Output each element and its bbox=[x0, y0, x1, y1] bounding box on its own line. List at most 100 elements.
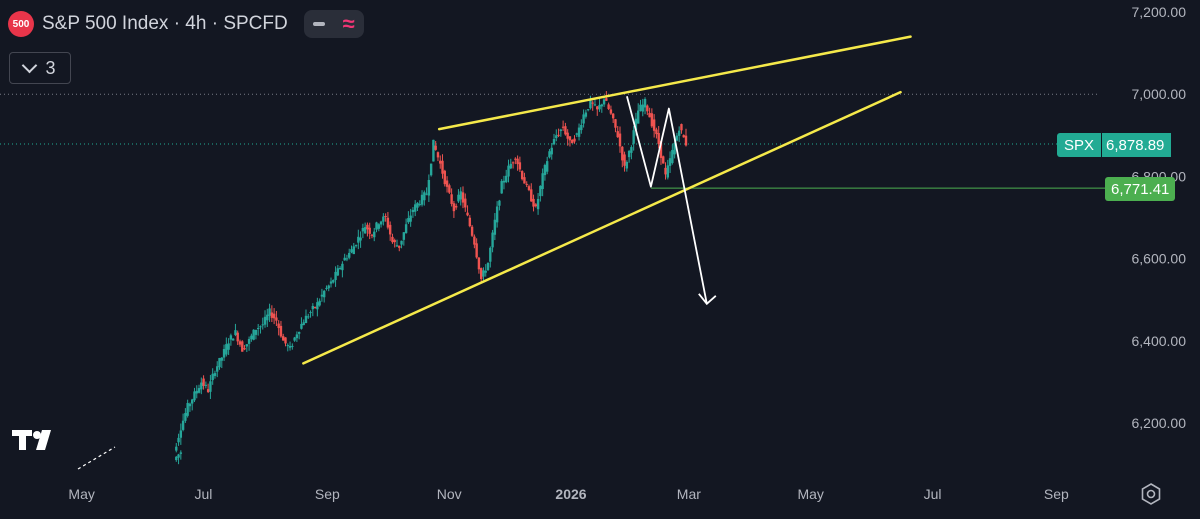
candle bbox=[222, 344, 226, 362]
candle bbox=[434, 141, 437, 151]
tradingview-logo-icon[interactable] bbox=[12, 428, 60, 457]
series-controls: ≈ bbox=[303, 10, 364, 38]
chart-header: 500 S&P 500 Index · 4h · SPCFD ≈ bbox=[8, 8, 364, 40]
candle bbox=[505, 169, 508, 184]
candle bbox=[425, 187, 428, 196]
candle bbox=[247, 336, 251, 351]
candle bbox=[302, 319, 305, 326]
candle bbox=[313, 306, 317, 309]
candle bbox=[259, 325, 262, 334]
candle bbox=[586, 108, 590, 112]
candle bbox=[238, 339, 242, 347]
candle bbox=[270, 305, 274, 323]
candle bbox=[466, 205, 469, 217]
candle bbox=[534, 203, 538, 208]
candle bbox=[500, 179, 503, 194]
candle bbox=[234, 323, 237, 337]
wave-icon[interactable]: ≈ bbox=[342, 11, 355, 36]
candle bbox=[666, 159, 669, 180]
candle bbox=[655, 127, 658, 139]
candle bbox=[514, 157, 517, 165]
candle bbox=[229, 333, 233, 346]
candle bbox=[664, 162, 667, 180]
candle bbox=[677, 126, 681, 142]
candle bbox=[416, 202, 419, 211]
candle bbox=[621, 146, 624, 168]
x-tick-label: Mar bbox=[677, 486, 701, 502]
candle bbox=[329, 277, 333, 288]
candle bbox=[545, 156, 549, 175]
candle bbox=[630, 145, 633, 160]
candle bbox=[509, 158, 512, 170]
candle bbox=[489, 246, 492, 268]
candle bbox=[181, 413, 185, 432]
candle bbox=[600, 103, 604, 113]
candle bbox=[523, 172, 526, 184]
candle bbox=[457, 189, 460, 203]
x-tick-label: Nov bbox=[437, 486, 462, 502]
candle bbox=[211, 368, 214, 385]
candle bbox=[575, 132, 578, 138]
candle bbox=[186, 399, 189, 418]
candle bbox=[256, 324, 260, 336]
candle bbox=[284, 337, 287, 347]
candle bbox=[357, 229, 360, 250]
candle bbox=[316, 297, 319, 317]
candle bbox=[311, 303, 315, 317]
candle bbox=[345, 254, 349, 262]
candle bbox=[657, 125, 660, 149]
candle bbox=[361, 223, 365, 239]
candle bbox=[518, 156, 522, 173]
candle bbox=[611, 113, 615, 124]
indicators-collapse-button[interactable]: 3 bbox=[9, 52, 71, 84]
candle bbox=[568, 136, 572, 147]
candle bbox=[609, 105, 613, 115]
candle bbox=[325, 285, 328, 291]
candle bbox=[391, 233, 394, 244]
x-tick-label: Sep bbox=[1044, 486, 1069, 502]
last-price-value: 6,878.89 bbox=[1101, 133, 1172, 157]
settings-gear-icon[interactable] bbox=[1138, 481, 1164, 507]
minus-icon[interactable] bbox=[304, 10, 334, 38]
candle bbox=[343, 253, 346, 261]
candle bbox=[527, 184, 531, 192]
candle bbox=[477, 256, 481, 274]
candle bbox=[429, 163, 433, 177]
candle bbox=[671, 144, 674, 165]
candle bbox=[179, 450, 183, 460]
candle bbox=[675, 132, 679, 142]
candle bbox=[643, 97, 647, 115]
candle bbox=[598, 98, 601, 112]
candle bbox=[370, 233, 374, 239]
candle bbox=[482, 267, 485, 281]
candle bbox=[352, 242, 355, 255]
candle bbox=[395, 239, 399, 247]
candle bbox=[541, 168, 544, 197]
candle bbox=[261, 317, 264, 330]
candle bbox=[614, 118, 617, 133]
candle bbox=[393, 238, 396, 248]
y-tick-label: 7,200.00 bbox=[1132, 4, 1187, 20]
candle bbox=[475, 238, 478, 259]
candle bbox=[382, 213, 385, 226]
candle bbox=[341, 261, 344, 278]
candle bbox=[441, 154, 444, 179]
candle bbox=[318, 298, 321, 307]
candle bbox=[288, 341, 292, 351]
candle bbox=[200, 377, 203, 395]
candle bbox=[473, 234, 476, 249]
candle bbox=[459, 187, 462, 206]
x-tick-label: Jul bbox=[924, 486, 942, 502]
candle bbox=[623, 151, 626, 172]
candle bbox=[388, 221, 392, 241]
candle bbox=[268, 303, 271, 322]
candlestick-series bbox=[175, 91, 688, 465]
candle bbox=[589, 95, 592, 110]
candle bbox=[427, 174, 431, 202]
candle bbox=[552, 133, 556, 146]
candle bbox=[366, 222, 369, 237]
symbol-title[interactable]: S&P 500 Index · 4h · SPCFD bbox=[42, 13, 288, 34]
candle bbox=[188, 402, 192, 412]
